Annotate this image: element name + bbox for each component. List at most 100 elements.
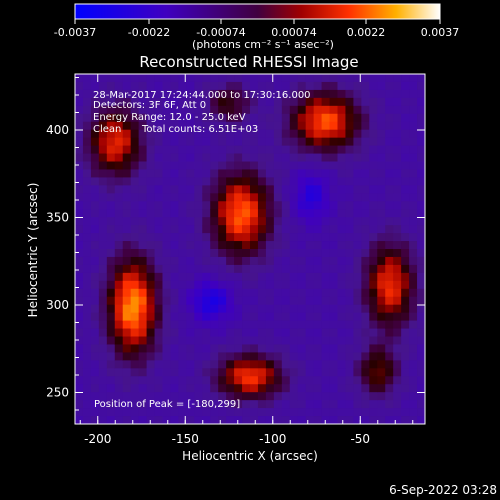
heatmap-cell [281,312,291,321]
heatmap-cell [114,272,124,282]
heatmap-cell [186,272,195,282]
heatmap-cell [90,105,100,115]
heatmap-cell [210,225,219,234]
heatmap-cell [281,129,291,139]
heatmap-cell [210,408,219,417]
heatmap-cell [337,161,346,170]
heatmap-cell [194,304,203,314]
heatmap-cell [250,233,259,242]
heatmap-cell [353,320,362,329]
heatmap-cell [289,392,299,401]
heatmap-cell [106,272,116,282]
heatmap-cell [305,233,315,242]
heatmap-cell [353,169,362,178]
heatmap-cell [313,153,322,162]
heatmap-cell [162,169,171,178]
heatmap-cell [162,304,171,314]
heatmap-cell [409,145,418,154]
heatmap-cell [265,272,275,282]
heatmap-cell [401,368,410,377]
annotation-detectors: Detectors: 3F 6F, Att 0 [93,100,206,111]
heatmap-cell [178,264,187,274]
heatmap-cell [170,360,179,369]
heatmap-cell [178,201,187,210]
heatmap-cell [257,161,267,170]
heatmap-cell [321,129,330,139]
heatmap-cell [369,264,378,274]
heatmap-cell [393,328,402,337]
heatmap-cell [82,129,92,139]
heatmap-cell [130,360,140,369]
heatmap-cell [409,264,418,274]
heatmap-cell [385,129,394,139]
heatmap-cell [297,384,307,393]
heatmap-cell [337,296,346,306]
heatmap-cell [242,344,251,353]
heatmap-cell [178,129,187,139]
heatmap-cell [82,384,92,393]
heatmap-cell [289,256,299,266]
heatmap-cell [82,233,92,242]
heatmap-cell [385,89,394,99]
heatmap-cell [289,408,299,417]
heatmap-cell [305,201,315,210]
heatmap-cell [82,264,92,274]
heatmap-cell [234,416,243,425]
heatmap-cell [82,280,92,290]
heatmap-cell [170,105,179,115]
heatmap-cell [385,113,394,123]
heatmap-cell [138,336,147,345]
heatmap-cell [385,400,394,409]
heatmap-cell [122,368,132,377]
heatmap-cell [226,89,235,99]
heatmap-cell [106,360,116,369]
heatmap-cell [313,209,322,218]
heatmap-cell [154,185,163,194]
heatmap-cell [154,368,163,377]
heatmap-cell [361,328,370,337]
heatmap-cell [409,74,418,83]
heatmap-cell [321,81,330,91]
heatmap-cell [210,233,219,242]
heatmap-cell [130,225,140,234]
heatmap-cell [297,304,307,314]
heatmap-cell [154,225,163,234]
heatmap-cell [202,392,211,401]
heatmap-cell [226,384,235,393]
heatmap-cell [122,74,132,83]
heatmap-cell [401,272,410,282]
heatmap-cell [329,121,338,131]
heatmap-cell [90,217,100,226]
heatmap-cell [289,81,299,91]
heatmap-cell [273,320,283,329]
heatmap-cell [210,328,219,337]
heatmap-cell [218,153,227,162]
heatmap-cell [226,113,235,123]
heatmap-cell [329,400,338,409]
heatmap-cell [154,360,163,369]
heatmap-cell [250,169,259,178]
heatmap-cell [98,225,108,234]
heatmap-cell [178,225,187,234]
heatmap-cell [210,74,219,83]
heatmap-cell [186,193,195,202]
heatmap-cell [329,193,338,202]
heatmap-cell [122,336,132,345]
heatmap-cell [273,376,283,385]
heatmap-cell [409,161,418,170]
heatmap-cell [242,352,251,361]
heatmap-cell [170,256,179,266]
heatmap-cell [273,81,283,91]
heatmap-cell [90,400,100,409]
heatmap-cell [377,328,386,337]
heatmap-cell [369,360,378,369]
heatmap-cell [281,105,291,115]
heatmap-cell [265,352,275,361]
heatmap-cell [114,264,124,274]
heatmap-cell [162,129,171,139]
heatmap-cell [178,384,187,393]
heatmap-cell [345,288,354,298]
heatmap-cell [281,121,291,131]
heatmap-cell [281,89,291,99]
heatmap-cell [114,256,124,266]
